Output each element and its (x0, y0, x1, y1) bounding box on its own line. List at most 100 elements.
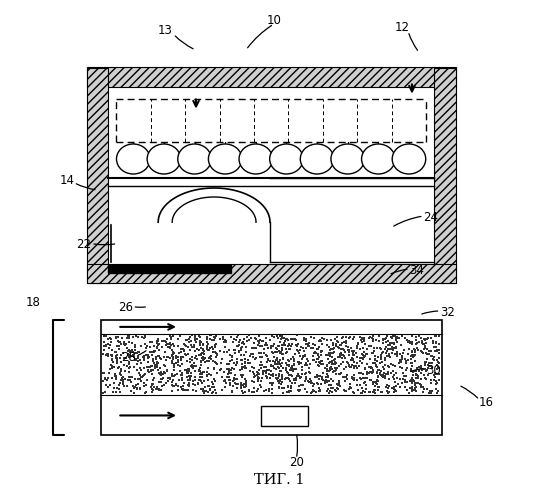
Point (421, 358, 430, 366)
Point (377, 344, 386, 352)
Point (223, 365, 232, 373)
Point (211, 332, 220, 340)
Point (331, 366, 340, 374)
Point (330, 336, 339, 344)
Point (123, 382, 132, 390)
Point (341, 354, 350, 362)
Point (433, 356, 442, 364)
Point (332, 387, 341, 395)
Point (421, 338, 430, 346)
Point (203, 338, 212, 345)
Point (401, 376, 410, 384)
Point (243, 332, 252, 340)
Bar (261, 406, 309, 426)
Point (369, 386, 378, 394)
Point (206, 386, 215, 394)
Point (312, 345, 321, 353)
Point (373, 364, 382, 372)
Point (158, 376, 167, 384)
Point (274, 358, 283, 366)
Point (203, 345, 212, 353)
Point (115, 379, 124, 387)
Point (247, 334, 256, 342)
Point (107, 352, 116, 360)
Point (324, 342, 333, 350)
Point (277, 359, 286, 367)
Point (274, 372, 283, 380)
Point (396, 341, 405, 349)
Point (414, 346, 423, 354)
Point (272, 360, 281, 368)
Point (292, 340, 301, 348)
Point (173, 358, 182, 366)
Point (306, 378, 315, 386)
Point (302, 340, 311, 348)
Point (300, 386, 309, 394)
Point (153, 384, 162, 392)
Point (423, 366, 432, 374)
Point (311, 348, 320, 356)
Point (207, 354, 216, 362)
Point (361, 352, 369, 360)
Point (100, 346, 109, 354)
Point (181, 350, 190, 358)
Point (127, 346, 136, 354)
Point (342, 358, 351, 366)
Point (244, 356, 253, 364)
Point (173, 335, 182, 343)
Point (390, 340, 399, 348)
Point (227, 364, 236, 372)
Point (203, 340, 212, 347)
Point (356, 333, 364, 341)
Point (113, 342, 122, 350)
Point (329, 340, 338, 348)
Point (237, 374, 246, 382)
Point (384, 336, 393, 344)
Point (245, 352, 254, 360)
Point (416, 364, 425, 372)
Point (320, 334, 329, 342)
Point (157, 378, 166, 386)
Point (225, 356, 234, 364)
Point (232, 333, 241, 341)
Point (282, 374, 291, 382)
Point (396, 358, 405, 366)
Point (190, 354, 199, 362)
Point (427, 347, 435, 355)
Point (125, 364, 134, 372)
Point (288, 372, 297, 380)
Point (208, 389, 217, 397)
Point (389, 338, 398, 346)
Point (366, 362, 375, 370)
Point (408, 347, 416, 355)
Point (410, 346, 419, 354)
Point (316, 348, 325, 356)
Point (349, 371, 358, 379)
Point (200, 350, 209, 358)
Point (141, 344, 150, 352)
Point (342, 338, 350, 346)
Point (282, 366, 291, 374)
Point (229, 346, 238, 354)
Point (368, 349, 377, 357)
Point (167, 370, 176, 378)
Point (313, 345, 322, 353)
Point (434, 340, 443, 348)
Point (282, 364, 291, 372)
Point (181, 341, 190, 349)
Point (225, 376, 234, 384)
Point (177, 353, 186, 361)
Point (307, 344, 316, 352)
Point (198, 387, 207, 395)
Point (174, 376, 183, 384)
Point (141, 382, 150, 390)
Point (321, 380, 330, 388)
Point (157, 386, 165, 394)
Point (139, 372, 148, 380)
Point (195, 376, 203, 384)
Point (301, 372, 310, 380)
Point (121, 341, 130, 349)
Point (205, 354, 214, 362)
Point (404, 350, 413, 358)
Point (397, 352, 406, 360)
